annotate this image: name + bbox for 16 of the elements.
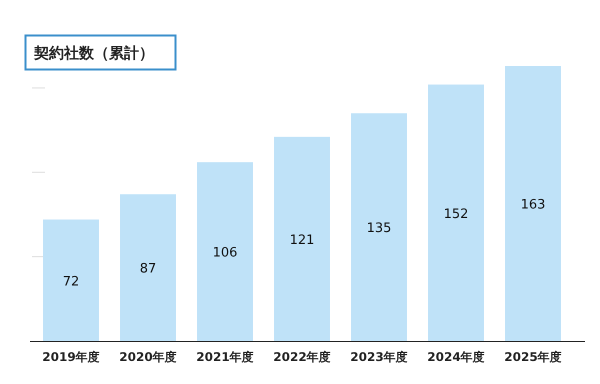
x-tick-label: 2025年度	[504, 350, 562, 364]
x-tick-label: 2020年度	[119, 350, 177, 364]
x-tick-label: 2019年度	[42, 350, 100, 364]
x-tick-label: 2024年度	[427, 350, 485, 364]
x-tick-label: 2021年度	[196, 350, 254, 364]
data-label: 72	[62, 274, 80, 290]
x-tick-label: 2022年度	[273, 350, 331, 364]
title: 契約社数（累計）	[24, 34, 176, 70]
chart-title: 契約社数（累計）	[33, 44, 154, 62]
data-label: 163	[520, 198, 546, 212]
data-label: 87	[140, 262, 156, 277]
data-label: 106	[212, 246, 238, 261]
data-label: 152	[444, 206, 468, 222]
data-label: 121	[290, 232, 314, 248]
x-tick-label: 2023年度	[350, 350, 408, 364]
data-label: 135	[366, 221, 392, 236]
